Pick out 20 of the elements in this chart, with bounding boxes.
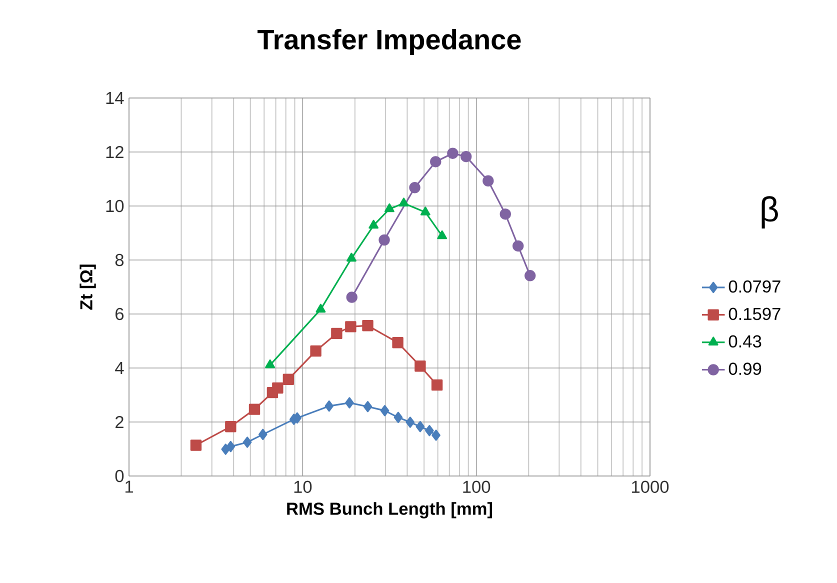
- x-tick-label: 1: [126, 480, 133, 493]
- y-tick-label: 4: [115, 362, 124, 374]
- y-tick-label: 6: [116, 308, 124, 320]
- legend-title: β: [762, 196, 778, 228]
- y-tick-label: 2: [116, 416, 124, 428]
- x-tick-label: 1000: [632, 480, 669, 493]
- y-tick-label: 8: [115, 254, 124, 266]
- y-axis-title: Zt [Ω]: [80, 264, 96, 310]
- y-tick-label: 10: [106, 200, 124, 212]
- x-axis-title: RMS Bunch Length [mm]: [287, 502, 492, 518]
- legend-label: 0.43: [728, 335, 762, 348]
- legend-label: 0.0797: [728, 280, 780, 293]
- x-tick-label: 100: [463, 480, 490, 493]
- chart-title: Transfer Impedance: [258, 28, 521, 56]
- y-tick-label: 14: [106, 92, 124, 104]
- y-tick-label: 12: [106, 146, 124, 158]
- x-tick-label: 10: [294, 480, 312, 493]
- y-tick-label: 0: [115, 470, 124, 482]
- legend-label: 0.99: [728, 362, 762, 375]
- legend-label: 0.1597: [728, 308, 780, 320]
